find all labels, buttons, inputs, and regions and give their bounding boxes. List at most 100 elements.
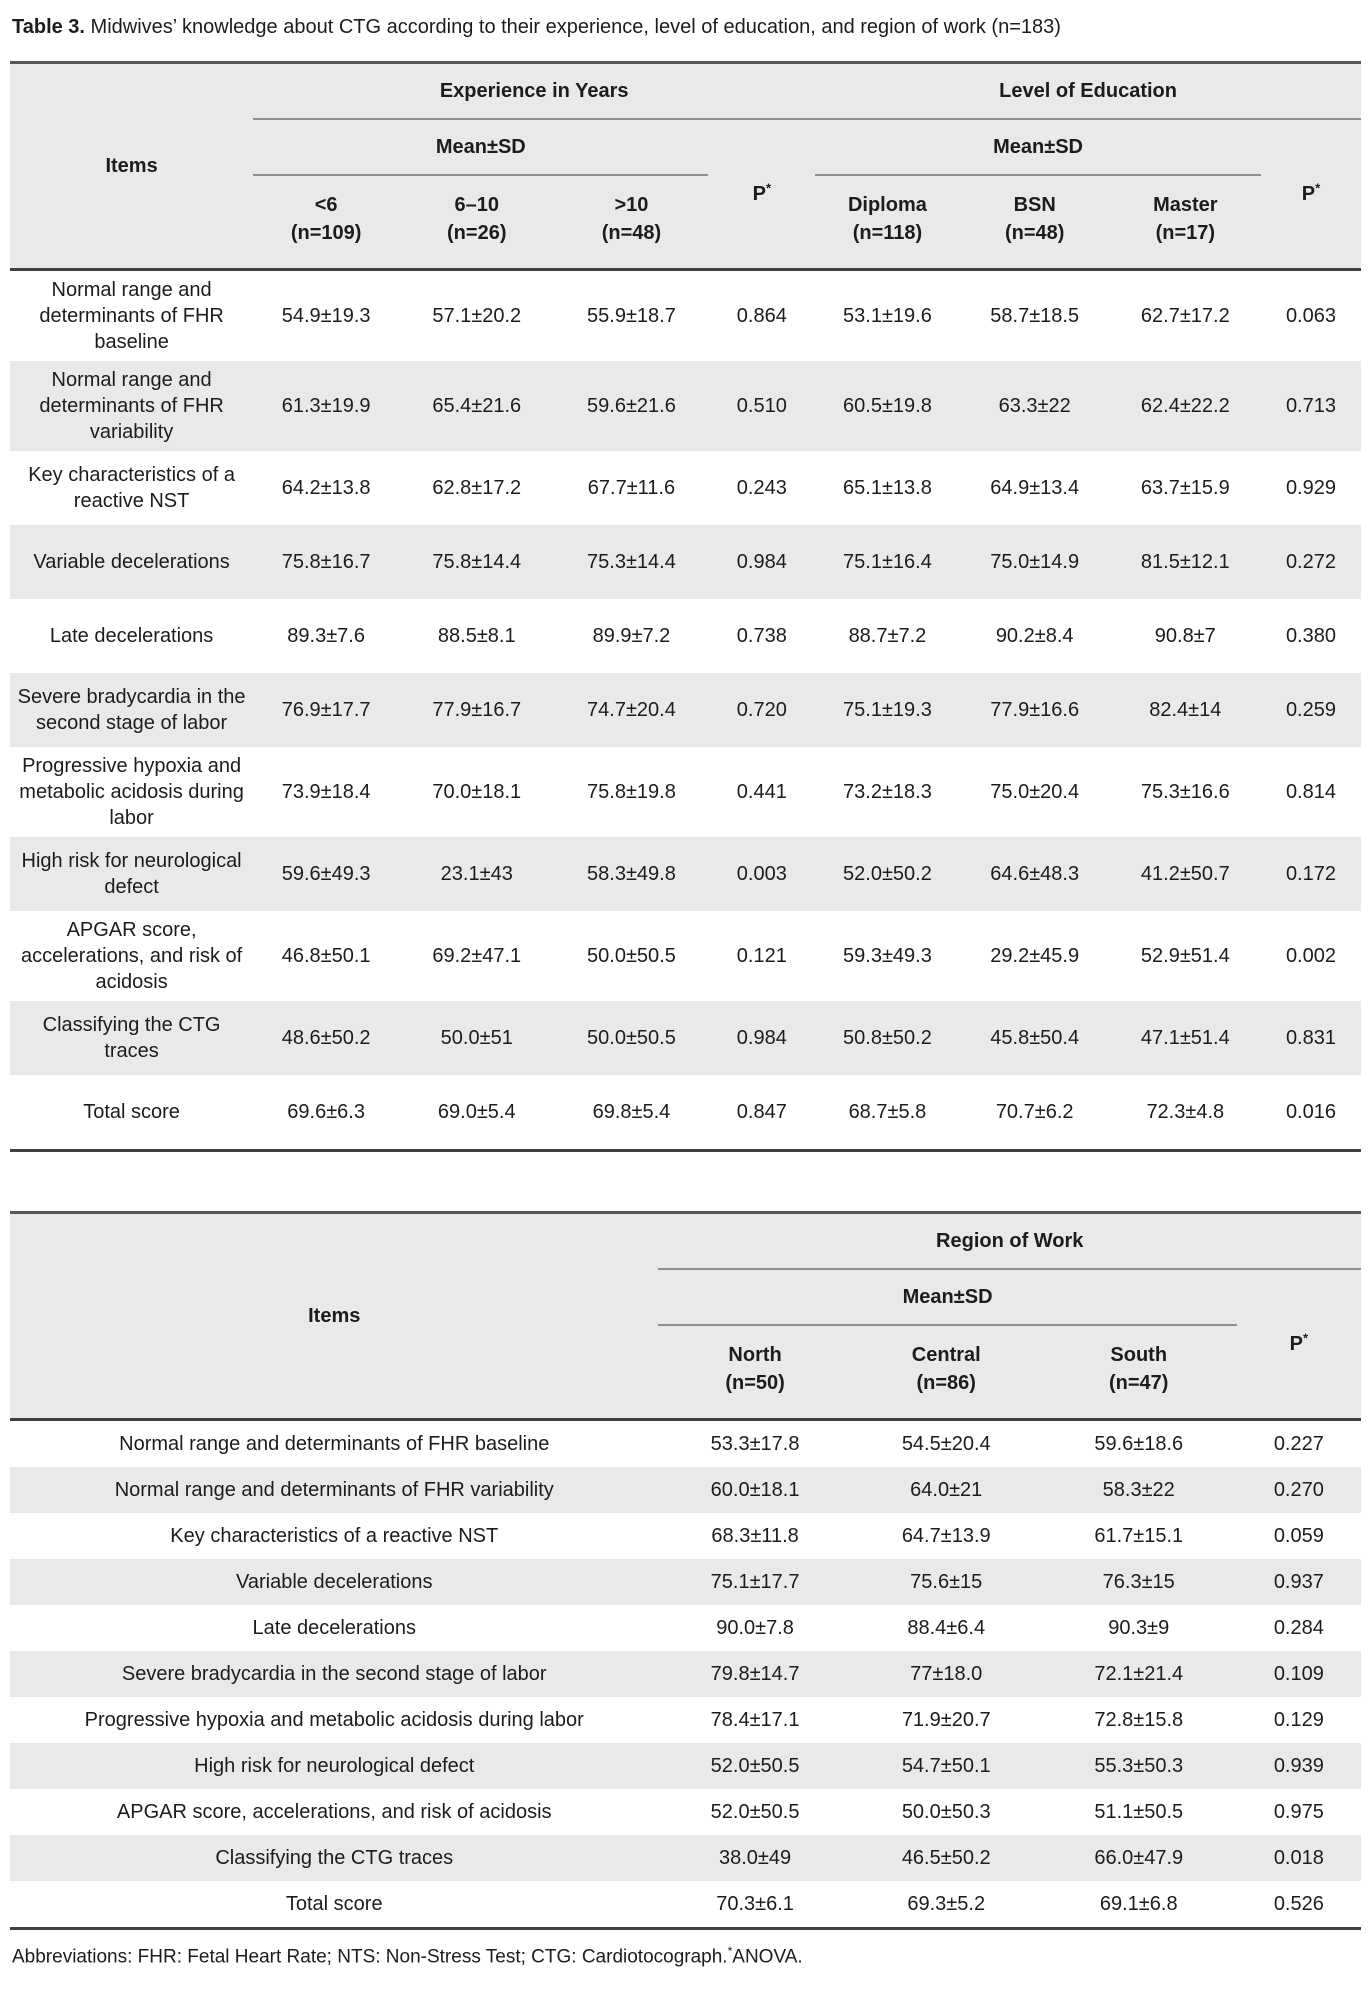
cell-value: 62.4±22.2 xyxy=(1140,395,1230,417)
cell-value: 0.984 xyxy=(736,551,787,573)
cell-value: 75.1±19.3 xyxy=(843,699,932,721)
cell-value: 76.3±15 xyxy=(1102,1571,1175,1593)
column-header-exp-gt10: >10 (n=48) xyxy=(601,194,662,244)
experience-education-table-body: Normal range and determinants of FHR bas… xyxy=(10,268,1361,1151)
cell-value: 81.5±12.1 xyxy=(1140,551,1230,573)
items-column-header: Items xyxy=(308,1304,361,1327)
education-meansd-header: Mean±SD xyxy=(815,119,1261,176)
cell-value: 77.9±16.7 xyxy=(432,699,522,721)
cell-value: 63.3±22 xyxy=(998,395,1071,417)
cell-value: 69.2±47.1 xyxy=(432,945,522,967)
experience-p-header: P* xyxy=(752,179,771,205)
cell-value: 46.5±50.2 xyxy=(901,1847,991,1869)
cell-value: 75.6±15 xyxy=(910,1571,983,1593)
row-item-label: Progressive hypoxia and metabolic acidos… xyxy=(84,1709,584,1731)
table-row: Key characteristics of a reactive NST 68.… xyxy=(10,1513,1361,1559)
table-caption: Table 3. Midwives’ knowledge about CTG a… xyxy=(12,14,1361,40)
cell-value: 0.129 xyxy=(1273,1709,1324,1731)
cell-value: 77.9±16.6 xyxy=(990,699,1080,721)
cell-value: 0.929 xyxy=(1285,477,1336,499)
cell-value: 62.7±17.2 xyxy=(1109,268,1261,361)
row-item-label: Normal range and determinants of FHR var… xyxy=(114,1479,554,1501)
cell-value: 0.243 xyxy=(736,477,787,499)
cell-value: 58.3±22 xyxy=(1102,1479,1175,1501)
region-group-header: Region of Work xyxy=(658,1212,1361,1270)
row-item-label: Normal range and determinants of FHR var… xyxy=(39,369,224,443)
cell-value: 73.2±18.3 xyxy=(843,781,932,803)
cell-value: 88.4±6.4 xyxy=(907,1617,986,1639)
cell-value: 75.8±14.4 xyxy=(432,551,522,573)
cell-value: 89.3±7.6 xyxy=(287,625,365,647)
cell-value: 0.864 xyxy=(708,268,816,361)
cell-value: 61.7±15.1 xyxy=(1094,1525,1184,1547)
cell-value: 0.272 xyxy=(1285,551,1336,573)
cell-value: 75.8±16.7 xyxy=(281,551,371,573)
cell-value: 0.831 xyxy=(1285,1027,1336,1049)
cell-value: 62.8±17.2 xyxy=(432,477,522,499)
cell-value: 0.939 xyxy=(1273,1755,1324,1777)
row-item-label: Severe bradycardia in the second stage o… xyxy=(17,686,246,734)
cell-value: 75.1±17.7 xyxy=(710,1571,800,1593)
cell-value: 0.713 xyxy=(1285,395,1336,417)
cell-value: 48.6±50.2 xyxy=(281,1027,371,1049)
column-header-exp-lt6: <6 (n=109) xyxy=(290,194,362,244)
cell-value: 0.814 xyxy=(1285,781,1336,803)
row-item-label: Classifying the CTG traces xyxy=(215,1847,454,1869)
cell-value: 79.8±14.7 xyxy=(710,1663,800,1685)
row-item-label: Late decelerations xyxy=(49,625,214,647)
table-footnote: Abbreviations: FHR: Fetal Heart Rate; NT… xyxy=(12,1944,803,1968)
cell-value: 77±18.0 xyxy=(910,1663,983,1685)
cell-value: 0.018 xyxy=(1273,1847,1324,1869)
cell-value: 0.937 xyxy=(1273,1571,1324,1593)
table-row: Variable decelerations 75.1±17.7 75.6±15 76… xyxy=(10,1559,1361,1605)
p-asterisk: * xyxy=(1302,1329,1309,1345)
cell-value: 76.9±17.7 xyxy=(281,699,371,721)
experience-group-header: Experience in Years xyxy=(253,62,816,120)
cell-value: 54.7±50.1 xyxy=(901,1755,991,1777)
cell-value: 53.1±19.6 xyxy=(815,268,960,361)
row-item-label: High risk for neurological defect xyxy=(194,1755,475,1777)
cell-value: 82.4±14 xyxy=(1149,699,1222,721)
cell-value: 68.3±11.8 xyxy=(711,1525,799,1547)
cell-value: 45.8±50.4 xyxy=(990,1027,1080,1049)
table-row: Normal range and determinants of FHR var… xyxy=(10,1467,1361,1513)
table-row: Normal range and determinants of FHR var… xyxy=(10,361,1361,451)
cell-value: 64.7±13.9 xyxy=(901,1525,991,1547)
cell-value: 75.3±14.4 xyxy=(587,551,676,573)
cell-value: 65.4±21.6 xyxy=(432,395,522,417)
cell-value: 0.063 xyxy=(1260,268,1361,361)
table-row: Progressive hypoxia and metabolic acidos… xyxy=(10,1697,1361,1743)
table-row: Key characteristics of a reactive NST 64.… xyxy=(10,451,1361,525)
items-column-header: Items xyxy=(105,154,158,177)
table-row: APGAR score, accelerations, and risk of … xyxy=(10,911,1361,1001)
cell-value: 0.003 xyxy=(736,863,787,885)
cell-value: 69.1±6.8 xyxy=(1099,1893,1178,1915)
column-header-north: North (n=50) xyxy=(725,1344,785,1394)
cell-value: 69.0±5.4 xyxy=(437,1101,516,1123)
table-row: Normal range and determinants of FHR bas… xyxy=(10,268,1361,361)
table-row: Classifying the CTG traces 48.6±50.2 50.0±… xyxy=(10,1001,1361,1075)
cell-value: 0.227 xyxy=(1236,1418,1361,1467)
experience-education-table-header: Items Experience in Years Level of Educa… xyxy=(10,62,1361,270)
cell-value: 52.0±50.5 xyxy=(710,1755,800,1777)
region-table-header: Items Region of Work Mean±SD P* North (n… xyxy=(10,1212,1361,1420)
cell-value: 0.380 xyxy=(1285,625,1336,647)
column-header-central: Central (n=86) xyxy=(911,1344,981,1394)
table-row: APGAR score, accelerations, and risk of … xyxy=(10,1789,1361,1835)
cell-value: 65.1±13.8 xyxy=(843,477,932,499)
cell-value: 89.9±7.2 xyxy=(592,625,671,647)
cell-value: 90.0±7.8 xyxy=(716,1617,794,1639)
cell-value: 70.3±6.1 xyxy=(716,1893,794,1915)
column-header-diploma: Diploma (n=118) xyxy=(847,194,927,244)
table-row: Severe bradycardia in the second stage o… xyxy=(10,1651,1361,1697)
cell-value: 54.9±19.3 xyxy=(253,268,400,361)
region-p-header: P* xyxy=(1289,1329,1309,1355)
cell-value: 59.6±49.3 xyxy=(281,863,371,885)
cell-value: 0.002 xyxy=(1285,945,1336,967)
cell-value: 72.3±4.8 xyxy=(1146,1101,1225,1123)
table-row: Late decelerations 89.3±7.6 88.5±8.1 89.9±7… xyxy=(10,599,1361,673)
row-item-label: APGAR score, accelerations, and risk of … xyxy=(116,1801,552,1823)
cell-value: 55.9±18.7 xyxy=(554,268,709,361)
p-asterisk: * xyxy=(1315,179,1321,195)
row-item-label: Total score xyxy=(285,1893,383,1915)
